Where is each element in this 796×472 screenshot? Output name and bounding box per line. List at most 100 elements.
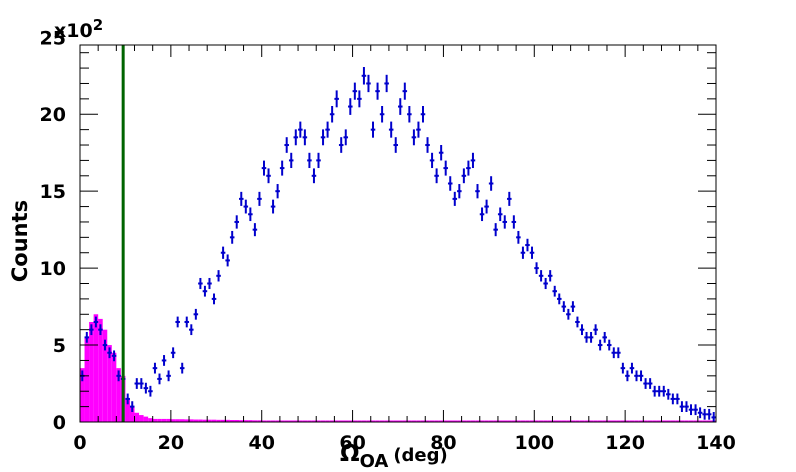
datapoints-layer — [80, 67, 716, 422]
y-axis-title: Counts — [8, 200, 32, 282]
ticks-layer — [79, 45, 717, 423]
data-point — [588, 331, 594, 343]
histogram-bin — [334, 420, 339, 422]
data-point — [320, 129, 326, 146]
data-point — [239, 191, 244, 206]
histogram-bin — [234, 419, 239, 422]
histogram-bin — [675, 420, 680, 422]
histogram-bin — [684, 420, 689, 422]
data-point — [493, 223, 498, 237]
data-point — [388, 121, 394, 138]
data-point — [688, 404, 694, 416]
data-point — [529, 246, 535, 259]
data-point — [170, 347, 176, 359]
histogram-bin — [393, 420, 398, 422]
data-point — [584, 331, 589, 343]
histogram-bin — [497, 420, 503, 422]
data-point — [107, 347, 112, 359]
data-point — [248, 207, 253, 222]
data-point — [84, 331, 90, 343]
data-point — [511, 215, 517, 229]
data-point — [279, 160, 285, 176]
data-point — [220, 246, 226, 259]
histogram-bin — [561, 420, 567, 422]
data-point — [134, 378, 140, 389]
data-point — [384, 74, 389, 93]
histogram-bin — [447, 420, 453, 422]
histogram-bin — [179, 419, 185, 422]
histogram-bin — [584, 420, 589, 422]
data-point — [457, 184, 462, 199]
histogram-bin — [270, 420, 276, 422]
histogram-bin — [266, 420, 271, 422]
data-point — [416, 121, 421, 138]
data-point — [697, 407, 703, 419]
histogram-bin — [293, 420, 299, 422]
histogram-bin — [670, 420, 676, 422]
data-point — [257, 191, 262, 206]
data-point — [625, 370, 630, 382]
histogram-bin — [570, 420, 576, 422]
histogram-bin — [229, 419, 235, 422]
data-point — [575, 316, 580, 328]
histogram-bin — [534, 420, 539, 422]
data-point — [597, 339, 603, 351]
histogram-bin — [198, 419, 203, 422]
histogram-bin — [625, 420, 630, 422]
histogram-bin — [493, 420, 498, 422]
histogram-bin — [157, 418, 162, 422]
data-point — [284, 137, 289, 153]
histogram-bin — [134, 412, 140, 422]
histogram-bin — [98, 318, 103, 422]
data-point — [329, 105, 335, 123]
y-tick-label: 25 — [40, 27, 66, 49]
data-point — [298, 121, 303, 138]
histogram-bin — [706, 420, 712, 422]
histogram-bin — [125, 398, 130, 422]
data-point — [175, 316, 180, 328]
data-point — [311, 168, 317, 184]
histogram-bin — [452, 420, 458, 422]
histogram-bin — [470, 420, 476, 422]
histogram-bin — [438, 420, 444, 422]
data-point — [470, 152, 476, 169]
data-point — [652, 385, 657, 397]
data-point — [293, 129, 299, 146]
histogram-bin — [538, 420, 544, 422]
histogram-bin — [93, 314, 99, 422]
data-point — [125, 393, 130, 405]
data-point — [357, 90, 362, 108]
histogram-bin — [84, 337, 90, 422]
data-point — [198, 277, 203, 290]
histogram-bin — [320, 420, 326, 422]
histogram-bin — [216, 419, 221, 422]
histogram-bin — [688, 420, 694, 422]
data-point — [479, 207, 485, 222]
histogram-bin — [329, 420, 335, 422]
data-point — [148, 385, 153, 397]
histogram-bin — [175, 419, 180, 422]
data-point — [393, 137, 398, 153]
data-point — [461, 168, 467, 184]
data-point — [402, 82, 408, 100]
x-axis-title: ΩOA (deg) — [340, 441, 448, 472]
x-tick-label: 0 — [73, 432, 86, 454]
data-point — [447, 176, 453, 191]
histogram-bin — [366, 420, 371, 422]
y-tick-label: 20 — [40, 104, 66, 126]
histogram-bin — [298, 420, 303, 422]
data-point — [111, 350, 117, 362]
histogram-bin — [307, 420, 312, 422]
histogram-bin — [357, 420, 362, 422]
data-point — [629, 362, 635, 374]
histogram-bin — [375, 420, 380, 422]
histogram-bin — [193, 419, 199, 422]
data-point — [534, 262, 539, 274]
data-point — [338, 137, 344, 153]
histogram-bin — [89, 321, 94, 422]
histogram-bin — [429, 420, 435, 422]
data-point — [161, 355, 167, 366]
y-tick-label: 5 — [53, 335, 66, 357]
data-point — [620, 362, 626, 374]
